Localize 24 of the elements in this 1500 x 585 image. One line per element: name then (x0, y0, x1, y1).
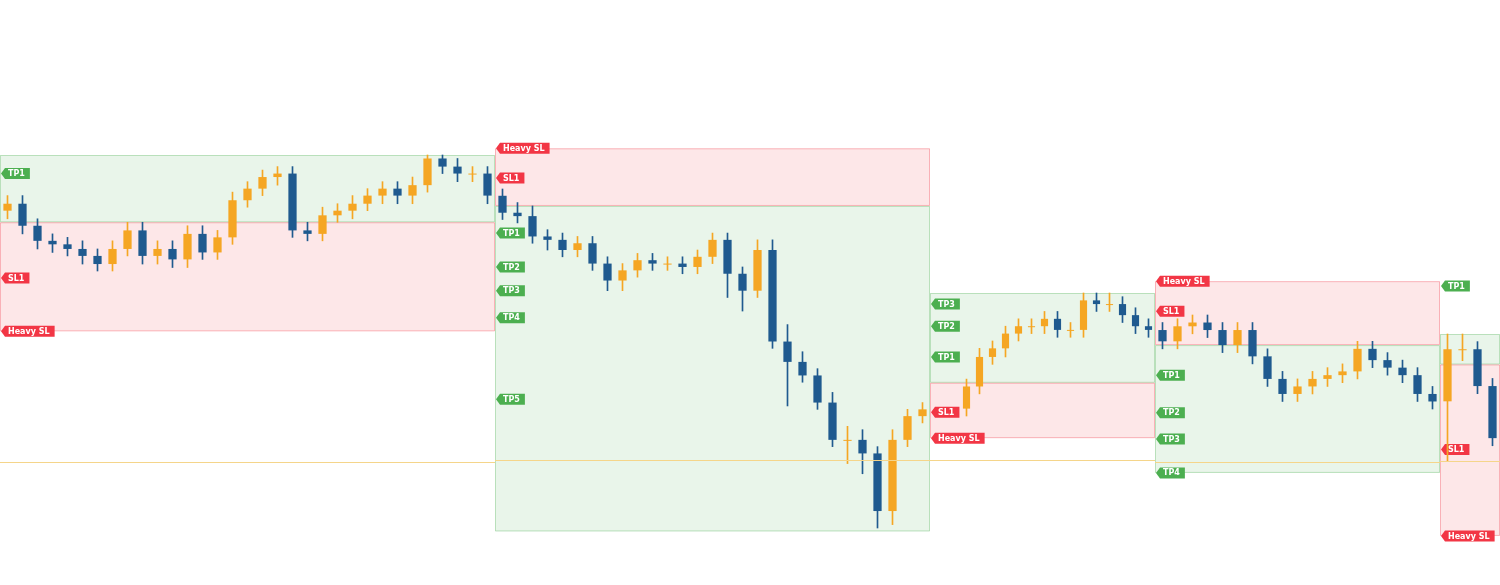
text: SL1 (503, 173, 520, 183)
annotation: TP1 (938, 352, 956, 362)
annotation: SL1 (1163, 306, 1180, 316)
annotation: Heavy SL (503, 143, 545, 153)
annotation: TP2 (1163, 408, 1180, 418)
annotation: TP2 (938, 321, 955, 331)
annotation: Heavy SL (938, 433, 980, 443)
annotation: TP3 (938, 299, 955, 309)
annotation: TP1 (1163, 370, 1181, 380)
text: TP1 (1448, 281, 1466, 291)
annotation: TP1 (8, 169, 26, 179)
annotation: TP5 (503, 394, 521, 404)
annotation: TP2 (503, 262, 520, 272)
annotation: TP4 (1163, 468, 1181, 478)
annotation: TP4 (503, 313, 521, 323)
annotation: Heavy SL (1163, 276, 1205, 286)
annotation: SL1 (8, 273, 25, 283)
annotation: TP3 (503, 286, 520, 296)
annotation: TP1 (503, 228, 521, 238)
annotation: Heavy SL (8, 326, 50, 336)
text: TP3 (1163, 434, 1180, 444)
annotation: Heavy SL (1448, 531, 1490, 541)
annotation: SL1 (1448, 445, 1465, 455)
annotation: SL1 (938, 407, 955, 417)
